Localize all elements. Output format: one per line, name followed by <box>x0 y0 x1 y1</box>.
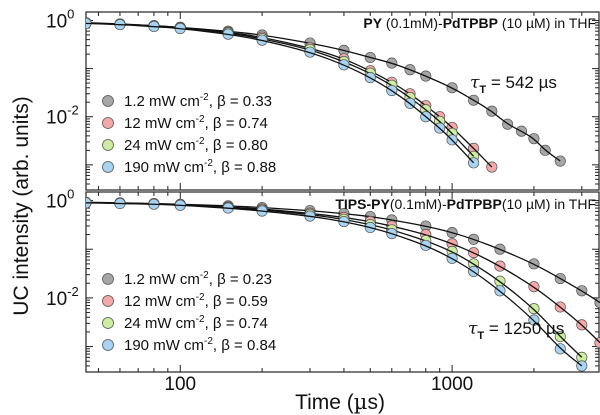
fit-line <box>86 202 583 367</box>
legend-label: 24 mW cm-2, β = 0.80 <box>124 136 268 154</box>
panel-title: TIPS-PY(0.1mM)-PdTPBP(10 µM) in THF <box>335 196 596 212</box>
x-axis: 100 1000 <box>164 374 473 395</box>
legend-marker <box>102 95 114 107</box>
tau-annotation: τT = 1250 µs <box>468 319 564 342</box>
legend-marker <box>102 161 114 173</box>
tau-annotation: τT = 542 µs <box>470 73 557 96</box>
legend-label: 190 mW cm-2, β = 0.84 <box>124 336 276 354</box>
legend-marker <box>102 273 114 285</box>
series-4 <box>86 197 588 372</box>
legend-marker <box>102 139 114 151</box>
legend-marker <box>102 317 114 329</box>
series-4 <box>86 17 480 169</box>
legend-marker <box>102 339 114 351</box>
legend-label: 190 mW cm-2, β = 0.88 <box>124 158 276 176</box>
y-axis-title: UC intensity (arb. units) <box>10 96 33 315</box>
x-tick-label: 1000 <box>431 374 473 395</box>
plot-frame-top <box>85 11 600 191</box>
y-tick-label: 100 <box>46 187 74 213</box>
x-tick-label: 100 <box>164 374 196 395</box>
y-tick-label: 100 <box>46 6 74 32</box>
fit-line <box>86 22 475 164</box>
panel-title: PY (0.1mM)-PdTPBP (10 µM) in THF <box>363 15 596 31</box>
panel-bottom: 100 10-2 1.2 mW cm-2, β = 0.23 12 mW cm-2, … <box>46 187 600 373</box>
legend-label: 1.2 mW cm-2, β = 0.33 <box>124 92 272 110</box>
legend-marker <box>102 117 114 129</box>
plot-frame-bottom <box>85 191 600 373</box>
y-tick-label: 10-2 <box>46 103 79 129</box>
y-tick-label: 10-2 <box>46 284 79 310</box>
panel-top: 100 10-2 1.2 mW cm-2, β = 0.33 12 mW cm-2, … <box>46 6 600 191</box>
legend-label: 24 mW cm-2, β = 0.74 <box>124 314 268 332</box>
legend-label: 12 mW cm-2, β = 0.59 <box>124 292 268 310</box>
legend-label: 1.2 mW cm-2, β = 0.23 <box>124 270 272 288</box>
legend-label: 12 mW cm-2, β = 0.74 <box>124 114 268 132</box>
x-axis-title: Time (µs) <box>295 390 385 414</box>
legend-marker <box>102 295 114 307</box>
